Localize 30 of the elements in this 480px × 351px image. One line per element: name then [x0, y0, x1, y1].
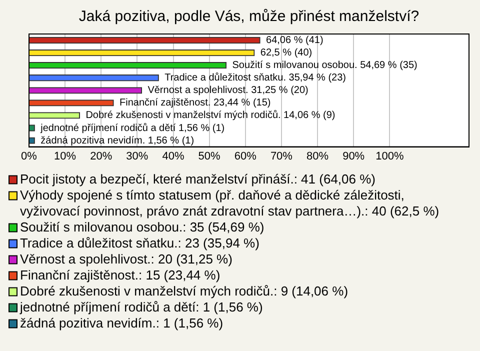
x-tick-label: 70% [270, 150, 293, 162]
legend-label: Dobré zkušenosti v manželství mých rodičů.: 9 (14,06 %) [20, 283, 348, 298]
legend-label: Finanční zajištěnost.: 15 (23,44 %) [20, 267, 220, 282]
legend-label: jednotné příjmení rodičů a dětí: 1 (1,56 %) [19, 299, 263, 314]
x-tick-label: 40% [162, 150, 184, 162]
x-tick-label: 50% [198, 150, 221, 162]
data-label: Věrnost a spolehlivost. 31,25 % (20) [148, 85, 308, 96]
x-tick-label: 100% [376, 150, 404, 162]
x-tick-label: 30% [126, 150, 148, 162]
x-tick-label: 10% [54, 150, 76, 162]
x-tick-label: 80% [306, 150, 329, 162]
legend-label: Věrnost a spolehlivost.: 20 (31,25 %) [20, 251, 232, 266]
x-tick-label: 90% [342, 150, 365, 162]
legend-label: Pocit jistoty a bezpečí, které manželství přináší.: 41 (64,06 %) [20, 171, 376, 186]
x-tick-label: 20% [90, 150, 112, 162]
legend-label: Tradice a důležitost sňatku.: 23 (35,94 %) [20, 235, 260, 250]
data-label: jednotné příjmení rodičů a dětí 1,56 % (1) [40, 122, 225, 134]
legend-label: Výhody spojené s tímto statusem (př. daňové a dědické záležitosti, vyživovací povinnost, právo znát zdravotní stav partnera…).: 40 (62,5 %) [20, 187, 440, 218]
data-label: 64,06 % (41) [266, 35, 324, 46]
data-label: Soužití s milovanou osobou. 54,69 % (35) [232, 60, 418, 72]
data-label: Dobré zkušenosti v manželství mých rodičů. 14,06 % (9) [86, 109, 336, 122]
legend-label: Soužití s milovanou osobou.: 35 (54,69 %) [20, 219, 264, 234]
x-tick-label: 0% [21, 150, 38, 162]
chart-title: Jaká pozitiva, podle Vás, může přinést manželství? [78, 8, 420, 26]
data-label: Tradice a důležitost sňatku. 35,94 % (23) [164, 72, 346, 84]
x-tick-label: 60% [234, 150, 257, 162]
legend-label: žádná pozitiva nevidím.: 1 (1,56 %) [20, 315, 224, 330]
data-label: 62,5 % (40) [260, 48, 312, 59]
data-label: žádná pozitiva nevidím. 1,56 % (1) [40, 135, 194, 146]
data-label: Finanční zajištěnost. 23,44 % (15) [120, 98, 271, 109]
